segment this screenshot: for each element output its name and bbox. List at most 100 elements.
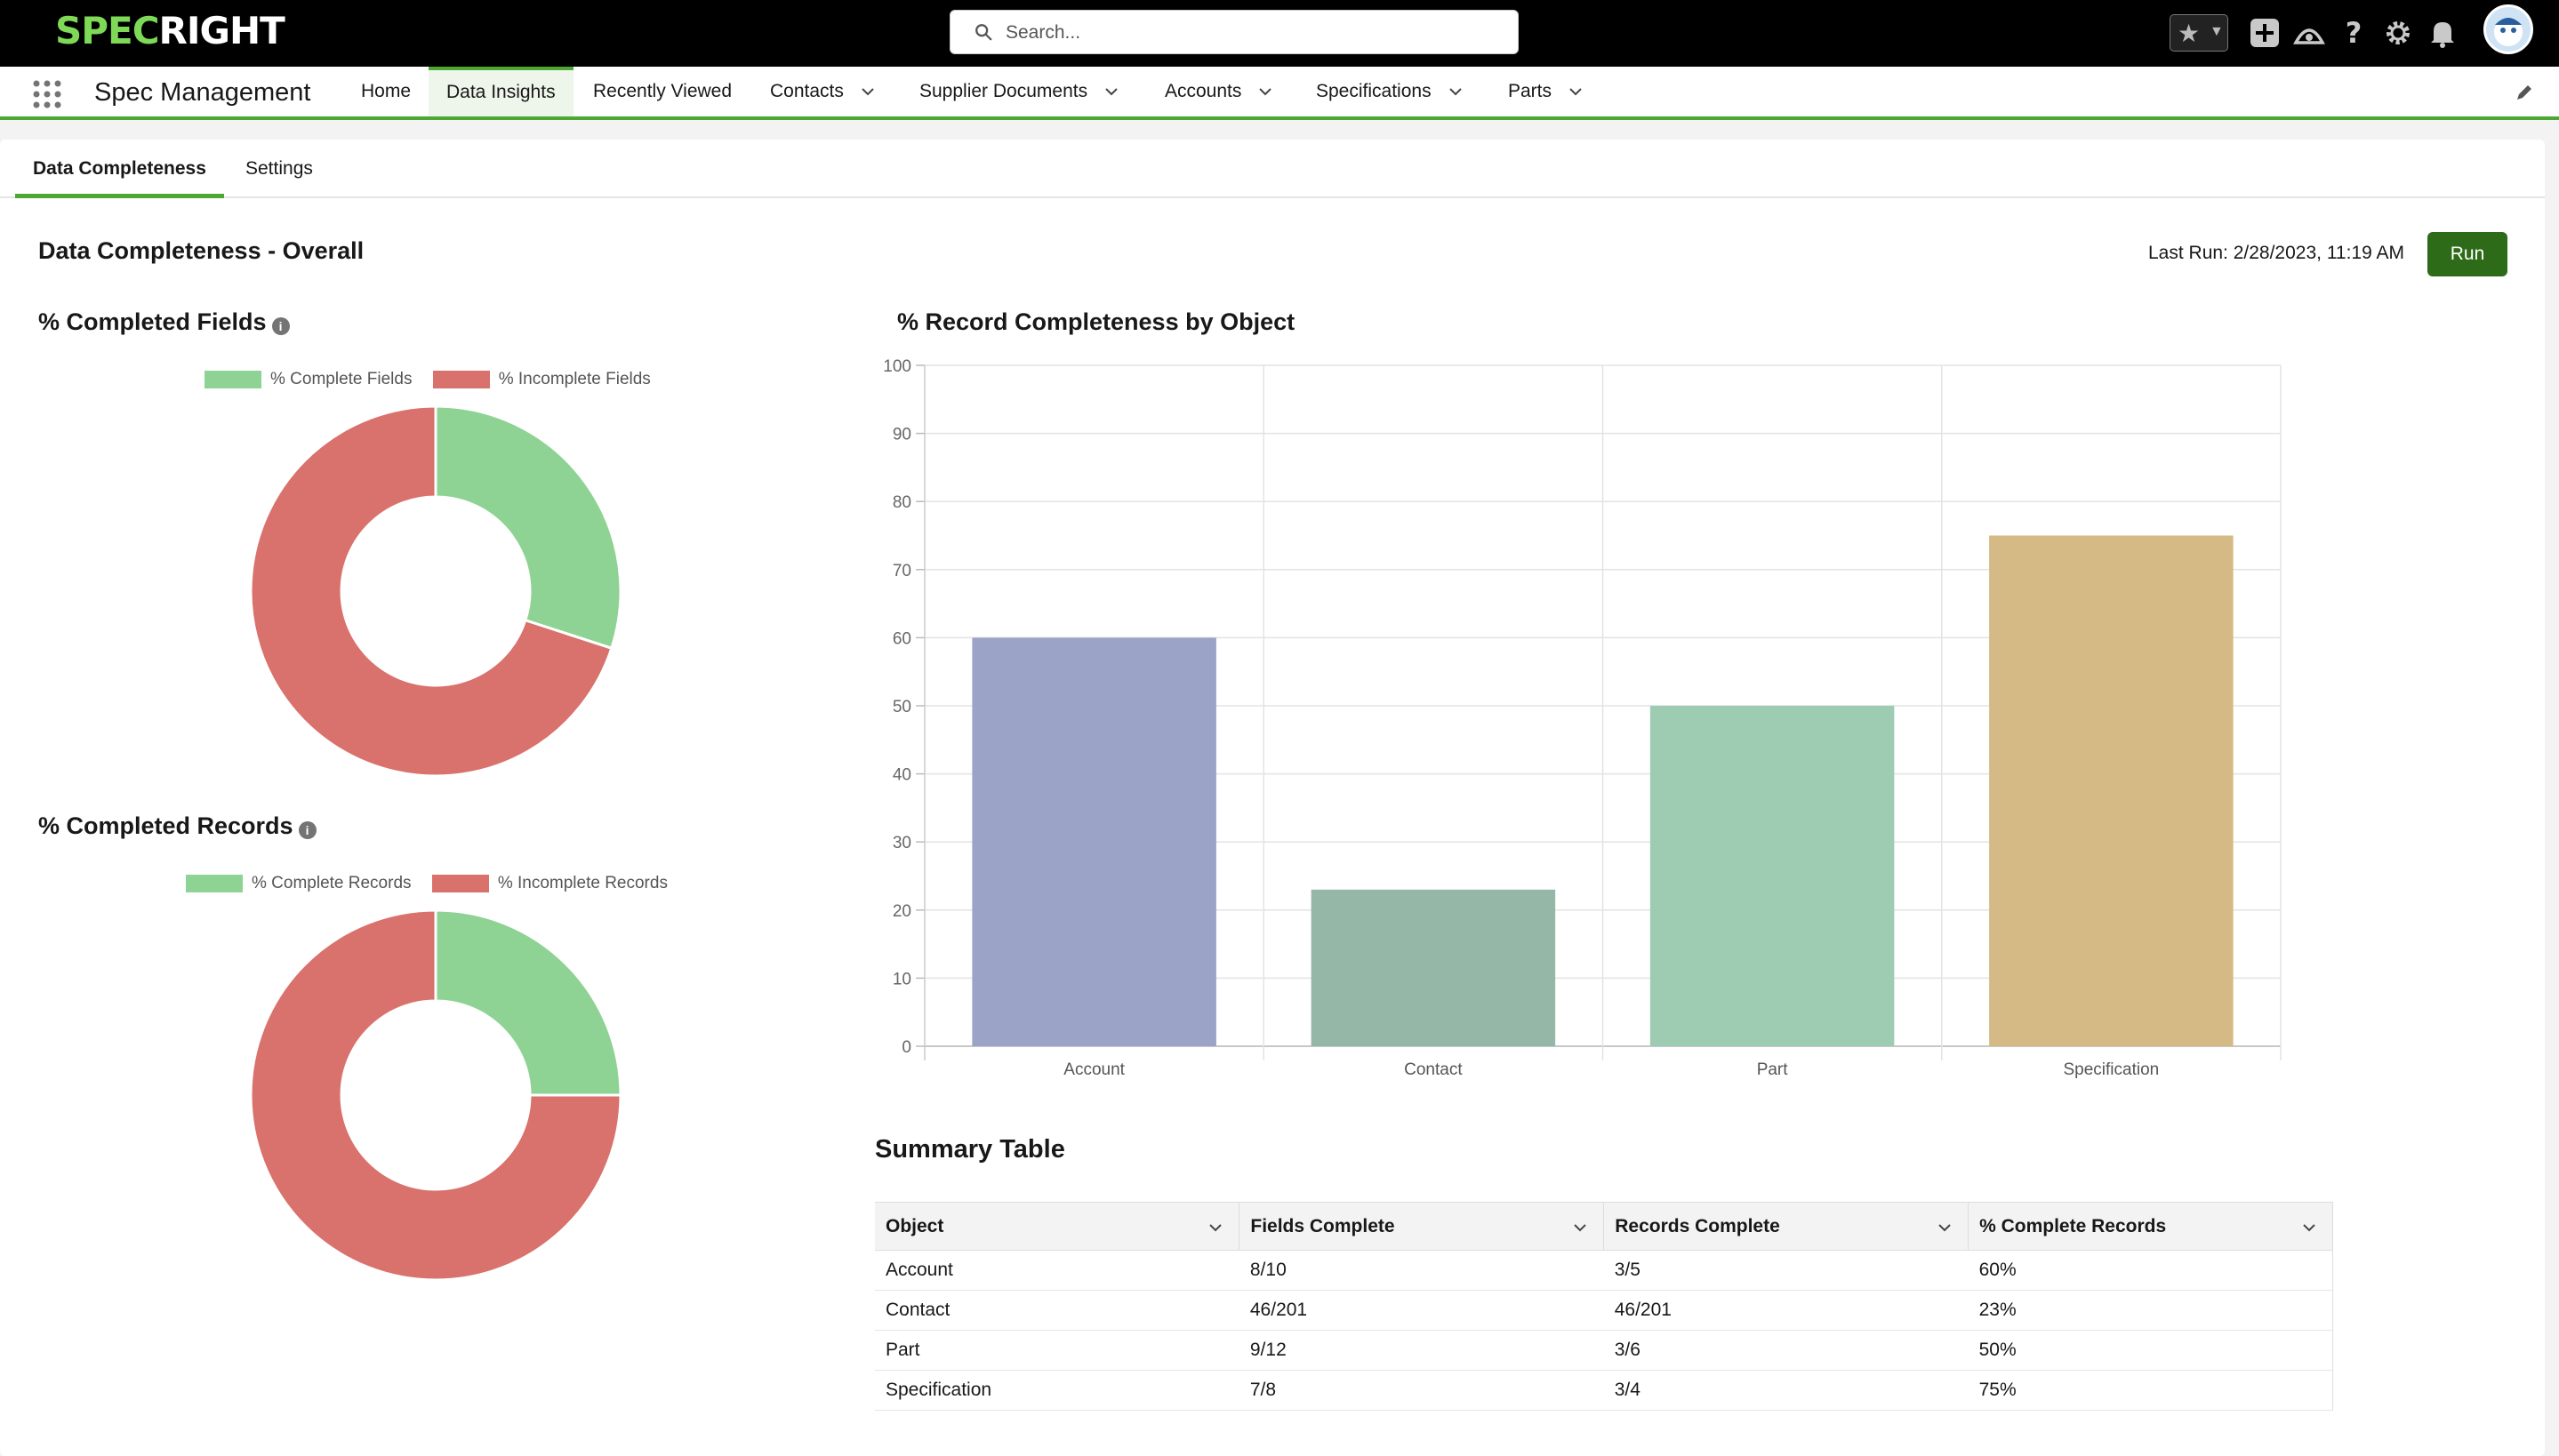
donut-slice-incomplete-fields[interactable] — [249, 404, 614, 778]
chevron-down-icon[interactable] — [1208, 1220, 1223, 1235]
table-cell: 46/201 — [1603, 1290, 1969, 1331]
info-icon[interactable]: i — [271, 316, 290, 335]
table-cell: 3/6 — [1603, 1330, 1969, 1371]
logo-right-text: RIGHT — [158, 9, 285, 52]
tab-bar: Data Completeness Settings — [0, 140, 2545, 198]
legend-entry-incomplete-fields[interactable]: % Incomplete Fields — [432, 370, 651, 389]
table-cell: Account — [875, 1250, 1239, 1291]
table-row[interactable]: Account 8/10 3/5 60% — [875, 1250, 2333, 1291]
trailhead-icon[interactable] — [2292, 16, 2326, 50]
logo-spec-text: SPEC — [55, 9, 160, 52]
x-tick-label: Account — [1063, 1060, 1125, 1079]
table-cell: 50% — [1968, 1330, 2333, 1371]
table-row[interactable]: Contact 46/201 46/201 23% — [875, 1290, 2333, 1331]
chevron-down-icon[interactable] — [1937, 1220, 1952, 1235]
avatar-image — [2494, 18, 2523, 46]
bar-part[interactable] — [1649, 706, 1895, 1046]
app-nav-bar: Spec Management Home Data Insights Recen… — [0, 67, 2559, 120]
app-name: Spec Management — [94, 78, 311, 107]
table-cell: Specification — [875, 1370, 1239, 1411]
bar-account[interactable] — [972, 637, 1216, 1046]
nav-item-contacts[interactable]: Contacts — [752, 67, 892, 116]
tab-settings[interactable]: Settings — [245, 158, 313, 179]
y-tick-label: 30 — [893, 834, 911, 852]
settings-icon[interactable] — [2381, 16, 2415, 50]
nav-item-home[interactable]: Home — [343, 67, 429, 116]
nav-item-label: Recently Viewed — [593, 81, 733, 101]
bar-contact[interactable] — [1311, 889, 1556, 1046]
column-header-fields-complete[interactable]: Fields Complete — [1239, 1202, 1605, 1251]
column-header-object[interactable]: Object — [875, 1202, 1240, 1251]
donut-slice-complete-fields[interactable] — [434, 404, 622, 651]
info-icon[interactable]: i — [298, 820, 317, 839]
global-header: SPECRIGHT ★ ▼ ? — [0, 0, 2559, 67]
column-header-label: Records Complete — [1615, 1215, 1780, 1236]
edit-nav-icon[interactable] — [2515, 83, 2534, 102]
table-cell: 46/201 — [1239, 1290, 1604, 1331]
legend-swatch — [186, 874, 243, 892]
y-tick-label: 70 — [893, 562, 911, 580]
svg-text:?: ? — [2346, 16, 2362, 50]
completed-fields-title-text: % Completed Fields — [38, 308, 267, 335]
nav-item-data-insights[interactable]: Data Insights — [429, 67, 574, 116]
donut-slice-incomplete-records[interactable] — [249, 908, 622, 1282]
table-cell: 7/8 — [1239, 1370, 1604, 1411]
chevron-down-icon[interactable] — [2302, 1220, 2316, 1235]
nav-item-recently-viewed[interactable]: Recently Viewed — [575, 67, 750, 116]
legend-entry-complete-records[interactable]: % Complete Records — [186, 874, 412, 893]
legend-label: % Incomplete Fields — [498, 370, 651, 388]
chevron-down-icon[interactable] — [1259, 85, 1272, 98]
chevron-down-icon[interactable] — [862, 85, 874, 98]
favorites-button[interactable]: ★ ▼ — [2170, 14, 2228, 52]
table-cell: Part — [875, 1330, 1239, 1371]
chevron-down-icon[interactable] — [1105, 85, 1118, 98]
table-cell: 8/10 — [1239, 1250, 1604, 1291]
column-header-records-complete[interactable]: Records Complete — [1603, 1202, 1969, 1251]
y-tick-label: 100 — [883, 357, 911, 376]
bar-specification[interactable] — [1989, 535, 2234, 1047]
column-header-percent-complete-records[interactable]: % Complete Records — [1968, 1202, 2333, 1251]
completed-fields-donut-chart — [249, 404, 622, 778]
nav-item-label: Home — [361, 81, 412, 101]
column-header-label: Object — [886, 1215, 944, 1236]
completed-records-title: % Completed Records i — [38, 812, 317, 840]
x-tick-label: Specification — [2064, 1060, 2160, 1079]
help-icon[interactable]: ? — [2337, 16, 2370, 50]
specright-logo[interactable]: SPECRIGHT — [55, 9, 285, 52]
bell-icon[interactable] — [2426, 16, 2459, 50]
table-row[interactable]: Part 9/12 3/6 50% — [875, 1330, 2333, 1371]
completed-records-title-text: % Completed Records — [38, 812, 293, 839]
tab-data-completeness[interactable]: Data Completeness — [15, 140, 224, 198]
nav-item-supplier-documents[interactable]: Supplier Documents — [902, 67, 1135, 116]
legend-entry-complete-fields[interactable]: % Complete Fields — [205, 370, 412, 389]
nav-item-accounts[interactable]: Accounts — [1147, 67, 1289, 116]
fields-legend: % Complete Fields % Incomplete Fields — [205, 370, 667, 389]
donut-slice-complete-records[interactable] — [434, 908, 622, 1097]
y-tick-label: 60 — [893, 629, 911, 648]
completed-fields-title: % Completed Fields i — [38, 308, 290, 336]
legend-swatch — [205, 370, 261, 388]
chevron-down-icon[interactable] — [1448, 85, 1462, 98]
legend-label: % Complete Fields — [270, 370, 413, 388]
global-search[interactable] — [950, 10, 1519, 54]
legend-entry-incomplete-records[interactable]: % Incomplete Records — [431, 874, 668, 893]
avatar[interactable] — [2483, 4, 2533, 54]
y-tick-label: 90 — [893, 426, 911, 444]
add-icon[interactable] — [2248, 16, 2282, 50]
table-cell: 60% — [1968, 1250, 2333, 1291]
search-icon — [975, 24, 992, 41]
run-button[interactable]: Run — [2427, 232, 2507, 276]
nav-item-label: Contacts — [770, 81, 844, 101]
chevron-down-icon[interactable] — [1569, 85, 1582, 98]
favorites-dropdown-icon[interactable]: ▼ — [2210, 24, 2224, 39]
y-tick-label: 0 — [902, 1038, 911, 1057]
app-launcher-icon[interactable] — [32, 79, 62, 109]
y-tick-label: 20 — [893, 902, 911, 921]
nav-item-specifications[interactable]: Specifications — [1298, 67, 1480, 116]
table-cell: 75% — [1968, 1370, 2333, 1411]
x-tick-label: Contact — [1404, 1060, 1463, 1079]
chevron-down-icon[interactable] — [1573, 1220, 1587, 1235]
table-row[interactable]: Specification 7/8 3/4 75% — [875, 1370, 2333, 1411]
nav-item-parts[interactable]: Parts — [1490, 67, 1600, 116]
search-input[interactable] — [1006, 18, 1504, 48]
